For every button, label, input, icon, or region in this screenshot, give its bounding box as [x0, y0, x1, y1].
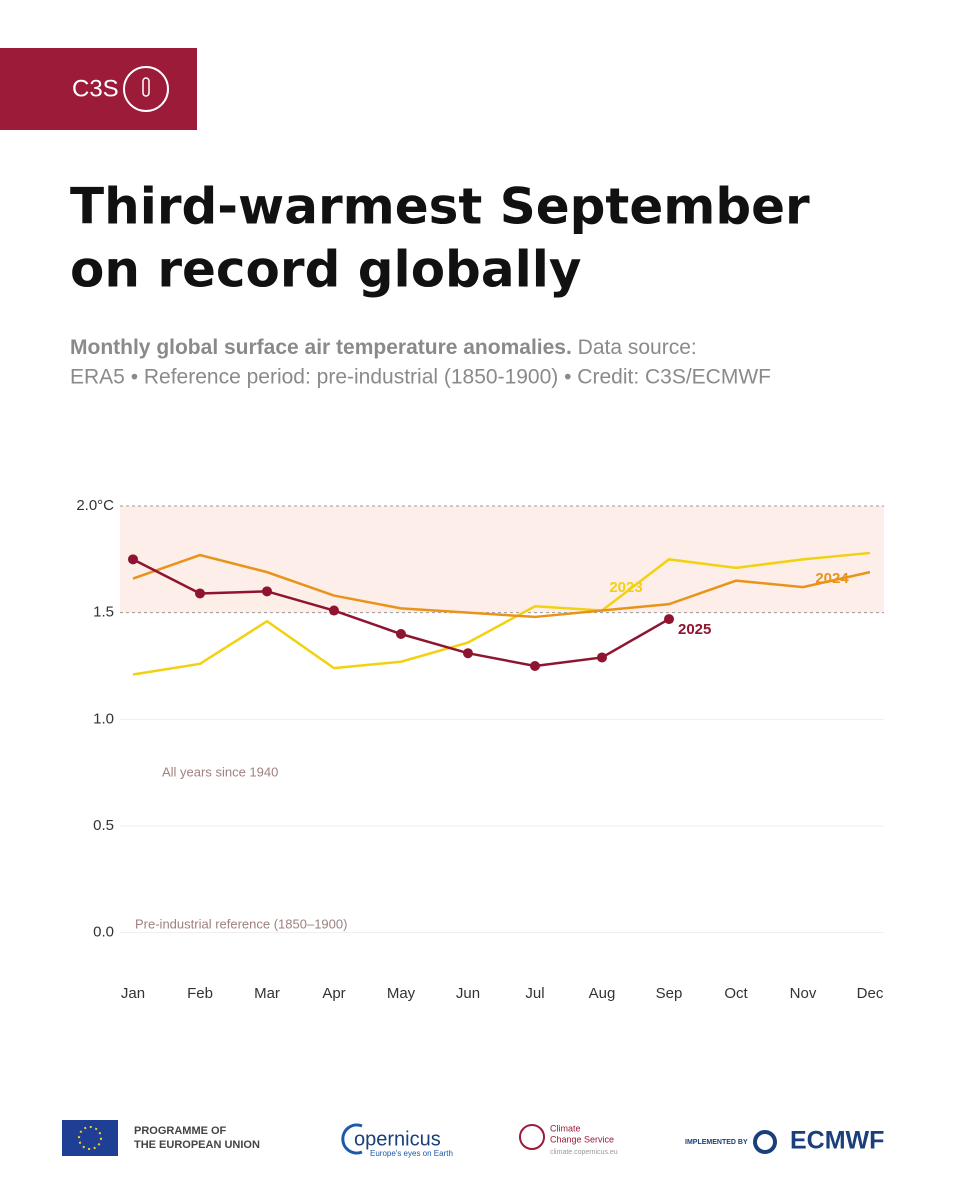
x-tick-label: May: [387, 985, 416, 1002]
chart: 0.0 0.5 1.0 1.5 2.0°C Jan Feb Mar Apr May Jun Jul Au…: [76, 497, 884, 1002]
x-tick-label: Apr: [322, 985, 345, 1002]
point: [530, 661, 540, 671]
annotation: Pre-industrial reference (1850–1900): [135, 916, 347, 931]
copernicus-c: [341, 1123, 363, 1155]
subtitle-text: Data source:: [578, 336, 697, 359]
x-tick-label: Jul: [525, 985, 544, 1002]
x-tick-label: Oct: [724, 985, 748, 1002]
y-tick-label: 1.0: [93, 710, 114, 727]
series-label: 2024: [815, 570, 849, 587]
ccs-text: Climate: [550, 1123, 581, 1133]
point: [329, 605, 339, 616]
logo-icon: [142, 77, 150, 97]
series-label: 2023: [609, 579, 642, 596]
x-tick-label: Nov: [790, 985, 817, 1002]
y-tick-label: 0.5: [93, 817, 114, 834]
point: [463, 648, 473, 659]
point: [396, 629, 406, 639]
x-tick-label: Jan: [121, 985, 145, 1002]
y-tick-label: 2.0°C: [76, 497, 114, 514]
x-tick-label: Feb: [187, 985, 213, 1002]
eu-flag: [62, 1120, 118, 1156]
title: on record globally: [70, 241, 581, 299]
eu-text: THE EUROPEAN UNION: [134, 1139, 260, 1151]
x-tick-label: Dec: [857, 985, 884, 1002]
subtitle: ERA5 • Reference period: pre-industrial …: [70, 366, 771, 389]
eu-stars: [78, 1126, 102, 1150]
ccs-text: Change Service: [550, 1134, 614, 1144]
ecmwf-text: ECMWF: [790, 1127, 884, 1155]
x-tick-label: Mar: [254, 985, 280, 1002]
implemented-text: IMPLEMENTED BY: [685, 1139, 748, 1146]
x-tick-label: Sep: [656, 985, 683, 1002]
logo-text: C3S: [72, 75, 119, 102]
subtitle: Monthly global surface air temperature a…: [70, 336, 697, 359]
point: [195, 588, 205, 599]
title: Third-warmest September: [70, 178, 810, 236]
point: [664, 614, 674, 625]
series-label: 2025: [678, 621, 711, 638]
ccs-icon: [519, 1124, 545, 1150]
logo-box: [0, 48, 197, 130]
x-tick-label: Aug: [589, 985, 616, 1002]
logo-icon: [123, 66, 169, 112]
point: [128, 554, 138, 565]
ccs-url: climate.copernicus.eu: [550, 1149, 618, 1156]
point: [262, 586, 272, 597]
ecmwf-icon: [753, 1130, 777, 1154]
series-line: [132, 551, 871, 676]
series-line: [132, 553, 871, 619]
point: [597, 652, 607, 663]
y-tick-label: 0.0: [93, 924, 114, 941]
copernicus-tag: Europe's eyes on Earth: [370, 1149, 453, 1158]
subtitle-bold: Monthly global surface air temperature a…: [70, 336, 572, 359]
copernicus-text: opernicus: [354, 1128, 441, 1150]
y-tick-label: 1.5: [93, 604, 114, 621]
annotation: All years since 1940: [162, 764, 278, 779]
target-band: [120, 506, 884, 613]
eu-text: PROGRAMME OF: [134, 1125, 227, 1137]
x-tick-label: Jun: [456, 985, 480, 1002]
